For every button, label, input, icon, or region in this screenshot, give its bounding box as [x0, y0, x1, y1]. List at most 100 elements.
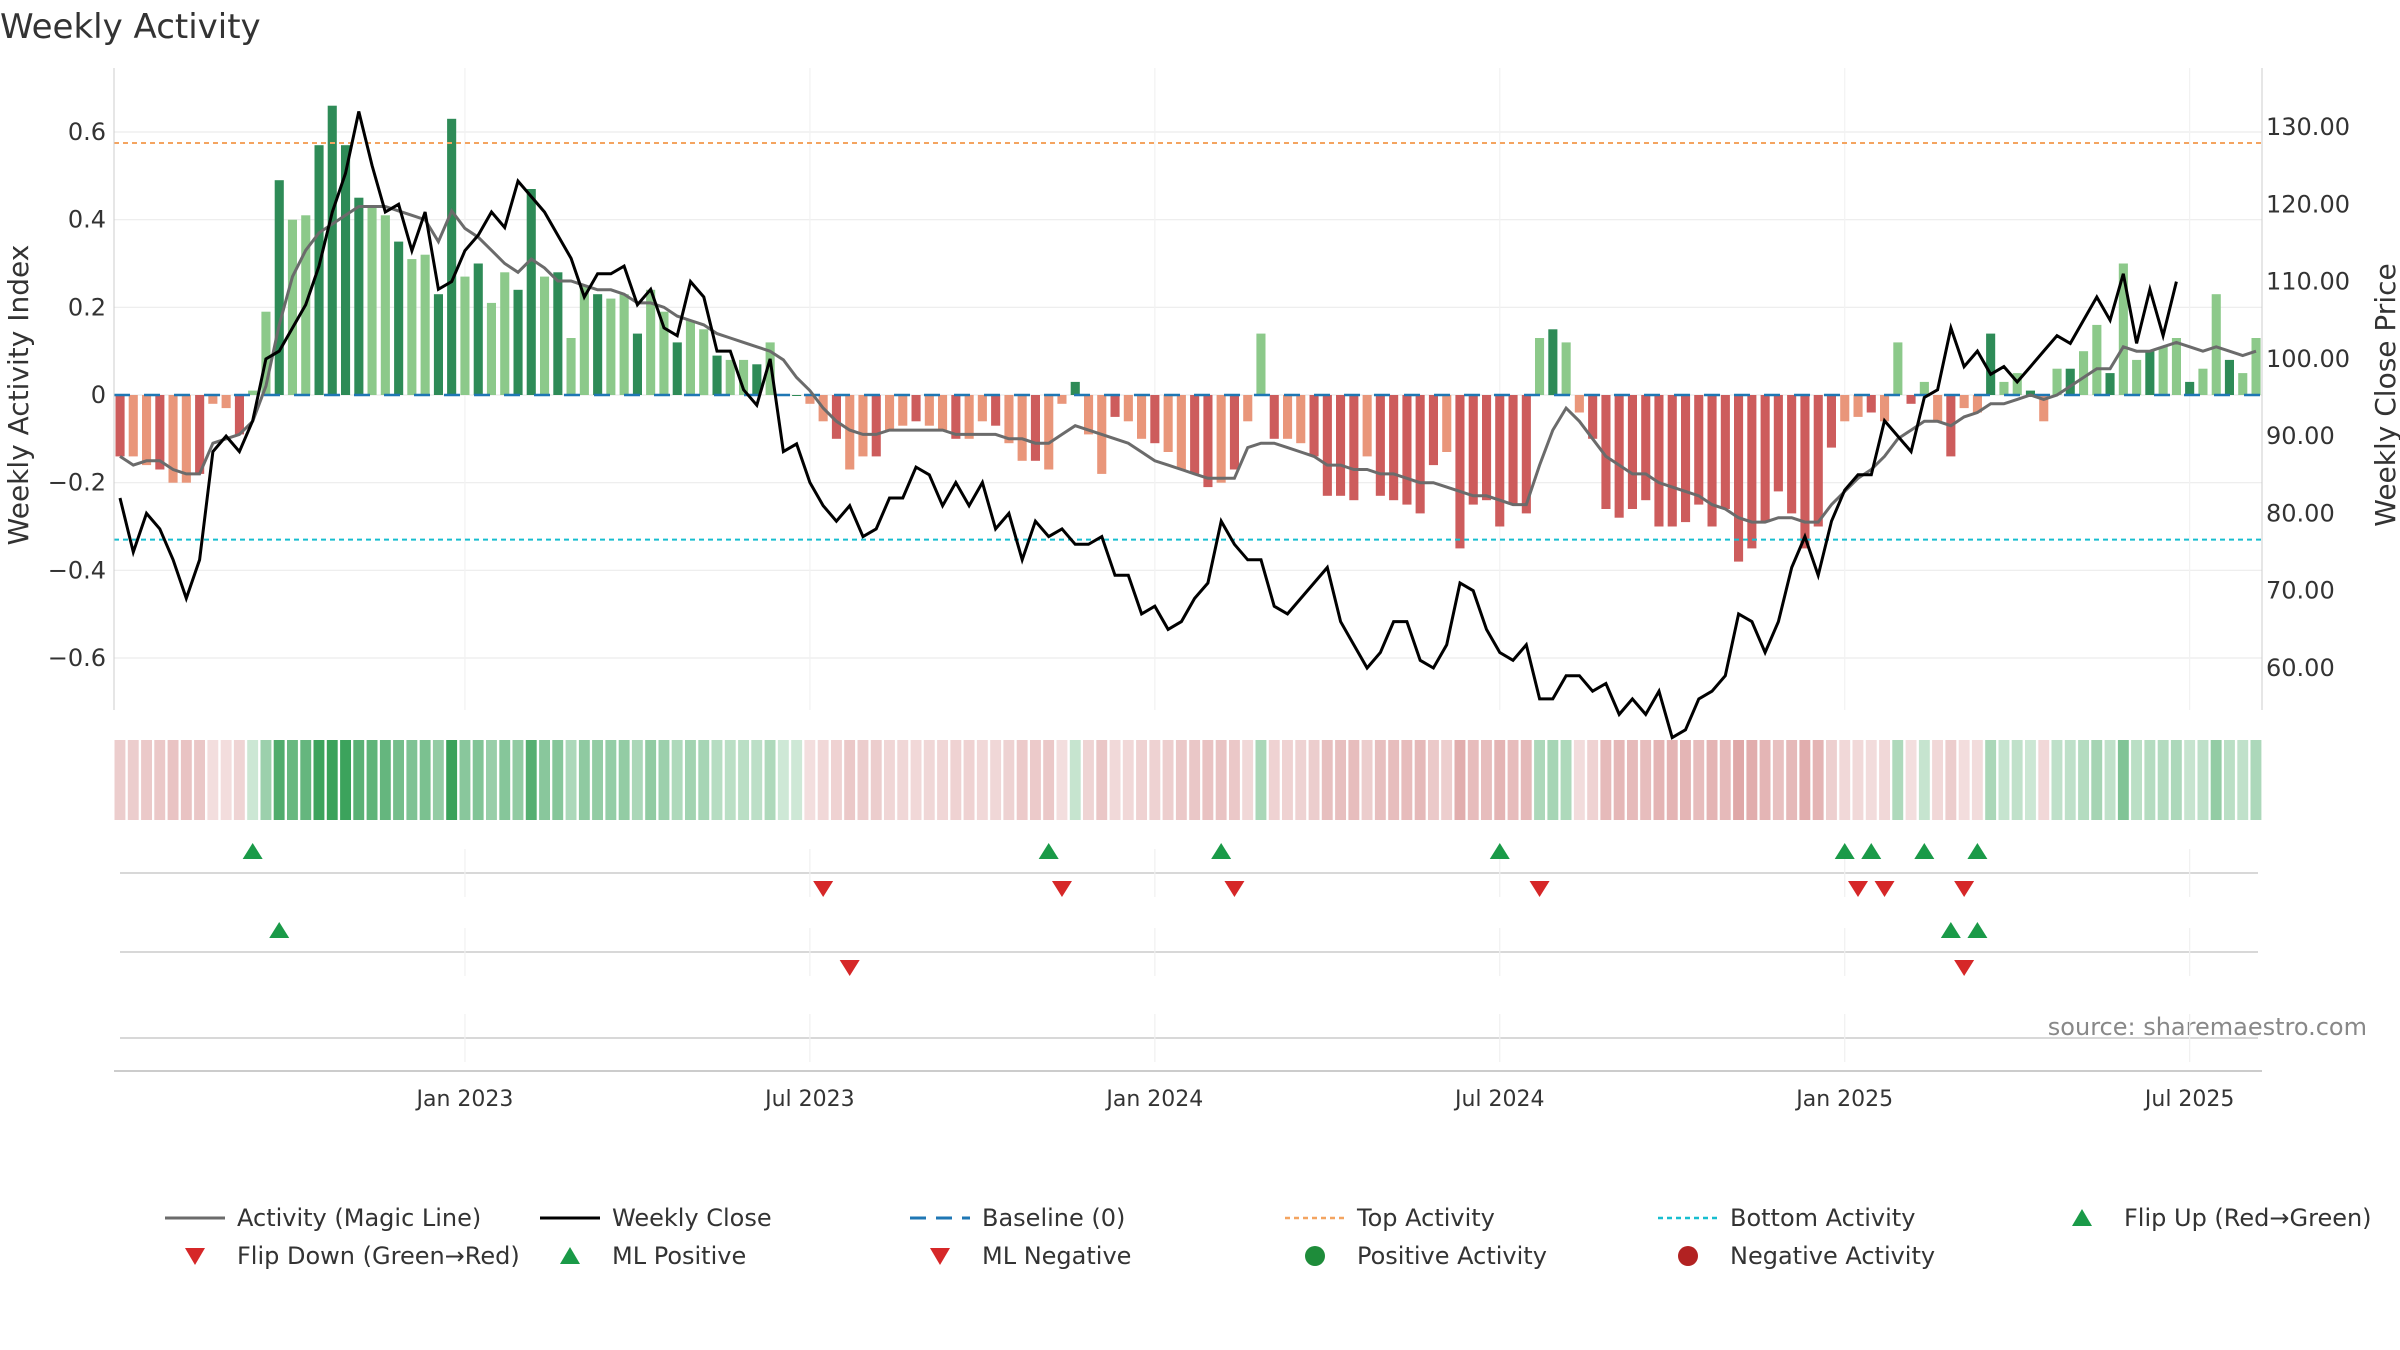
legend-symbol — [930, 1248, 950, 1265]
activity-bar — [725, 359, 735, 395]
heat-cell — [194, 740, 205, 820]
flip-up-marker — [1834, 843, 1855, 859]
activity-bar — [208, 395, 218, 404]
activity-bar — [619, 294, 629, 395]
activity-bar — [540, 276, 550, 395]
activity-bar — [566, 338, 576, 395]
activity-bar — [1826, 395, 1836, 448]
activity-bar — [712, 355, 722, 395]
y-tick-left-label: −0.4 — [48, 556, 106, 584]
heat-cell — [923, 740, 935, 820]
activity-bar — [1906, 395, 1916, 404]
heat-cell — [618, 740, 630, 820]
heat-cell — [539, 740, 550, 820]
legend-label: ML Positive — [612, 1242, 746, 1270]
activity-bar — [1959, 395, 1969, 409]
activity-bar — [1017, 395, 1027, 461]
heat-cell — [592, 740, 603, 820]
heat-cell — [1414, 740, 1426, 820]
activity-bar — [685, 320, 695, 395]
legend-item: Top Activity — [1285, 1204, 1495, 1232]
activity-bar — [2198, 368, 2208, 395]
legend-item: Weekly Close — [540, 1204, 772, 1232]
heat-cell — [499, 740, 511, 820]
y-tick-right-label: 90.00 — [2266, 422, 2335, 450]
heat-cell — [127, 740, 139, 820]
heat-cell — [1189, 740, 1201, 820]
activity-bar — [1800, 395, 1810, 549]
heat-cell — [1932, 740, 1943, 820]
heat-cell — [1481, 740, 1492, 820]
activity-bar — [1747, 395, 1757, 549]
heat-cell — [1560, 740, 1572, 820]
activity-bar — [526, 189, 536, 395]
heat-cell — [658, 740, 670, 820]
x-axis: Jan 2023 Jul 2023 Jan 2024 Jul 2024 Jan 2025… — [114, 1070, 2262, 1112]
y-tick-left-label: 0 — [91, 381, 106, 409]
heat-cell — [1693, 740, 1705, 820]
heat-cell — [2237, 740, 2249, 820]
heat-cell — [685, 740, 696, 820]
heat-cell — [2170, 740, 2182, 820]
heat-cell — [1083, 740, 1094, 820]
heat-cell — [963, 740, 975, 820]
y-tick-right-label: 80.00 — [2266, 499, 2335, 527]
activity-bar — [460, 276, 470, 395]
heat-cell — [1786, 740, 1798, 820]
heat-cell — [1746, 740, 1758, 820]
activity-bar — [1057, 395, 1067, 404]
activity-bar — [1176, 395, 1186, 470]
heat-cell — [1706, 740, 1718, 820]
legend-label: Activity (Magic Line) — [237, 1204, 481, 1232]
heat-cell — [1467, 740, 1479, 820]
activity-bar — [1415, 395, 1425, 514]
activity-bar — [394, 241, 404, 395]
heat-cell — [950, 740, 962, 820]
heat-cell — [910, 740, 922, 820]
activity-bar — [287, 219, 297, 395]
activity-bar — [1428, 395, 1438, 466]
y-tick-left-label: 0.4 — [68, 206, 106, 234]
heat-cell — [1613, 740, 1625, 820]
heat-cell — [114, 740, 126, 820]
activity-bar — [659, 311, 669, 395]
activity-bar — [1999, 381, 2009, 395]
activity-bar — [1972, 395, 1982, 413]
y-tick-left-label: 0.2 — [68, 293, 106, 321]
heat-cell — [844, 740, 856, 820]
activity-bar — [2211, 294, 2221, 395]
activity-bar — [115, 395, 125, 457]
heat-cell — [459, 740, 471, 820]
y-tick-right-label: 130.00 — [2266, 113, 2350, 141]
heat-cell — [432, 740, 444, 820]
flip-down-marker — [1954, 881, 1975, 897]
activity-bar — [1880, 395, 1890, 422]
activity-bar — [327, 105, 337, 395]
legend-label: Positive Activity — [1357, 1242, 1547, 1270]
activity-bar — [1243, 395, 1253, 422]
heat-cell — [777, 740, 789, 820]
heat-cell — [260, 740, 272, 820]
legend-item: ML Negative — [930, 1242, 1131, 1270]
activity-bars — [115, 105, 2261, 562]
y-axis-right-label: Weekly Close Price — [2369, 263, 2400, 526]
activity-bar — [2158, 346, 2168, 395]
heat-cell — [2064, 740, 2076, 820]
activity-bar — [2171, 338, 2181, 395]
heat-cell — [1308, 740, 1320, 820]
activity-bar — [792, 395, 802, 396]
heat-cell — [406, 740, 418, 820]
x-tick-label: Jan 2025 — [1794, 1087, 1893, 1112]
activity-bar — [500, 272, 510, 395]
activity-bar — [1296, 395, 1306, 444]
flip-down-marker — [839, 960, 860, 976]
heat-cell — [1839, 740, 1851, 820]
heat-cell — [1175, 740, 1187, 820]
heat-cell — [273, 740, 285, 820]
activity-bar — [1269, 395, 1279, 439]
activity-bar — [1720, 395, 1730, 509]
activity-bar — [951, 395, 961, 439]
activity-bar — [221, 395, 231, 409]
heat-cell — [1865, 740, 1877, 820]
heat-cell — [1507, 740, 1519, 820]
